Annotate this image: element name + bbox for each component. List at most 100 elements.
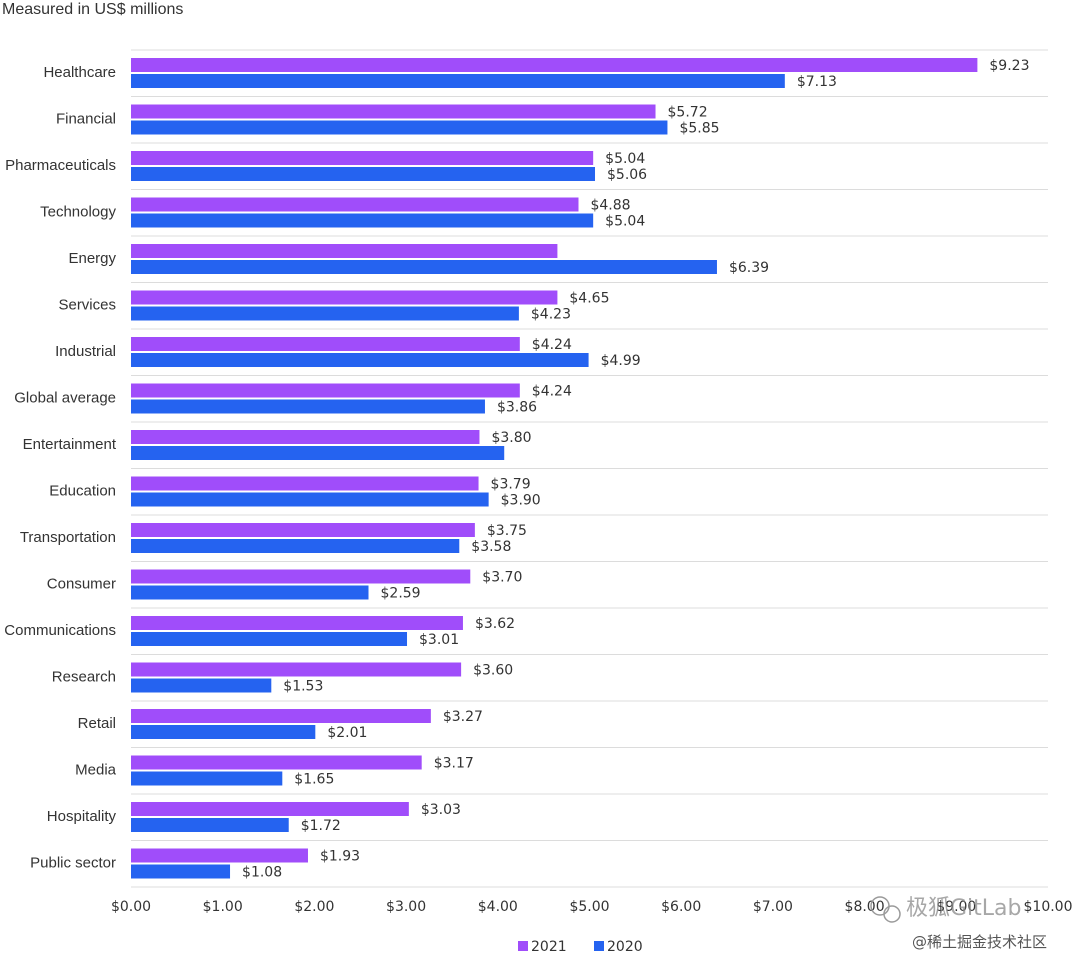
value-label: $3.60	[473, 663, 513, 679]
category-label: Energy	[68, 250, 116, 267]
bar-2020	[131, 446, 505, 460]
bar-2021	[131, 197, 579, 212]
legend-label-2021: 2021	[531, 939, 567, 955]
x-tick-label: $7.00	[753, 899, 793, 915]
value-label: $1.93	[320, 849, 360, 865]
bar-2020	[131, 539, 460, 553]
bar-2021	[131, 151, 594, 165]
value-label: $5.04	[605, 214, 645, 230]
category-label: Communications	[4, 622, 116, 639]
value-label: $1.72	[301, 818, 341, 834]
category-label: Entertainment	[23, 436, 117, 453]
value-label: $9.23	[989, 58, 1029, 74]
value-label: $3.90	[501, 493, 541, 509]
value-label: $6.39	[729, 260, 769, 276]
bar-2021	[131, 662, 462, 677]
bar-2020	[131, 771, 283, 786]
value-label: $4.24	[532, 337, 572, 353]
value-label: $4.88	[590, 198, 630, 214]
value-label: $3.17	[434, 756, 474, 772]
value-label: $4.23	[531, 307, 571, 323]
category-label: Services	[58, 297, 116, 314]
bar-2021	[131, 755, 422, 770]
bar-2021	[131, 476, 479, 491]
bar-2020	[131, 585, 369, 600]
x-tick-label: $0.00	[111, 899, 151, 915]
value-label: $3.01	[419, 632, 459, 648]
bar-2020	[131, 167, 596, 181]
bar-2021	[131, 430, 480, 444]
bar-2021	[131, 848, 308, 863]
value-label: $5.85	[679, 121, 719, 137]
bar-2021	[131, 616, 463, 630]
value-label: $5.06	[607, 167, 647, 183]
category-label: Education	[49, 483, 116, 500]
watermark-text: 极狐GitLab	[906, 896, 1022, 921]
bar-2020	[131, 353, 589, 367]
value-label: $3.80	[491, 430, 531, 446]
bar-2021	[131, 709, 431, 723]
value-label: $4.99	[601, 353, 641, 369]
bar-2021	[131, 337, 520, 351]
category-label: Research	[52, 669, 116, 686]
category-label: Industrial	[55, 343, 116, 360]
legend-label-2020: 2020	[607, 939, 643, 955]
value-labels: $9.23$7.13$5.72$5.85$5.04$5.06$4.88$5.04…	[242, 58, 1029, 881]
category-label: Healthcare	[43, 64, 116, 81]
category-label: Financial	[56, 111, 116, 128]
value-label: $3.62	[475, 616, 515, 632]
x-tick-labels: $0.00 $1.00 $2.00 $3.00 $4.00 $5.00 $6.00 $7.00…	[111, 899, 1073, 915]
value-label: $4.24	[532, 384, 572, 400]
value-label: $3.27	[443, 709, 483, 725]
bar-2021	[131, 383, 520, 398]
value-label: $1.65	[294, 772, 334, 788]
bar-2021	[131, 290, 558, 305]
bar-2021	[131, 802, 409, 816]
bar-2020	[131, 120, 668, 135]
bar-2020	[131, 864, 231, 879]
bar-2020	[131, 213, 594, 228]
value-label: $2.59	[381, 586, 421, 602]
category-label: Consumer	[47, 576, 116, 593]
x-tick-label: $5.00	[569, 899, 609, 915]
value-label: $5.72	[668, 105, 708, 121]
value-label: $3.03	[421, 802, 461, 818]
bar-2020	[131, 678, 272, 693]
category-label: Technology	[40, 204, 116, 221]
x-tick-label: $2.00	[294, 899, 334, 915]
x-tick-label: $9.00	[936, 899, 976, 915]
category-label: Public sector	[30, 855, 116, 872]
legend: 2021 2020	[518, 939, 643, 955]
bars	[131, 58, 978, 879]
value-label: $3.58	[471, 539, 511, 555]
grid-lines	[131, 49, 1048, 888]
bar-2020	[131, 399, 485, 414]
value-label: $3.79	[491, 477, 531, 493]
x-tick-label: $1.00	[203, 899, 243, 915]
category-label: Pharmaceuticals	[5, 157, 116, 174]
bar-2020	[131, 74, 785, 88]
bar-2021	[131, 523, 475, 537]
x-tick-label: $4.00	[478, 899, 518, 915]
value-label: $1.08	[242, 865, 282, 881]
x-tick-label: $3.00	[386, 899, 426, 915]
bar-2021	[131, 58, 978, 72]
legend-swatch-2021	[518, 941, 528, 951]
x-tick-label: $10.00	[1024, 899, 1073, 915]
value-label: $3.75	[487, 523, 527, 539]
category-labels: Healthcare Financial Pharmaceuticals Techno…	[4, 64, 117, 872]
category-label: Hospitality	[47, 808, 117, 825]
bar-2020	[131, 306, 519, 321]
value-label: $3.86	[497, 400, 537, 416]
bar-2021	[131, 244, 558, 258]
bar-2021	[131, 104, 656, 119]
value-label: $5.04	[605, 151, 645, 167]
category-label: Media	[75, 762, 117, 779]
value-label: $3.70	[482, 570, 522, 586]
chart-subtitle: Measured in US$ millions	[2, 1, 184, 18]
x-tick-label: $8.00	[845, 899, 885, 915]
watermark: 极狐GitLab @稀土掘金技术社区	[870, 896, 1047, 951]
value-label: $2.01	[327, 725, 367, 741]
value-label: $1.53	[283, 679, 323, 695]
